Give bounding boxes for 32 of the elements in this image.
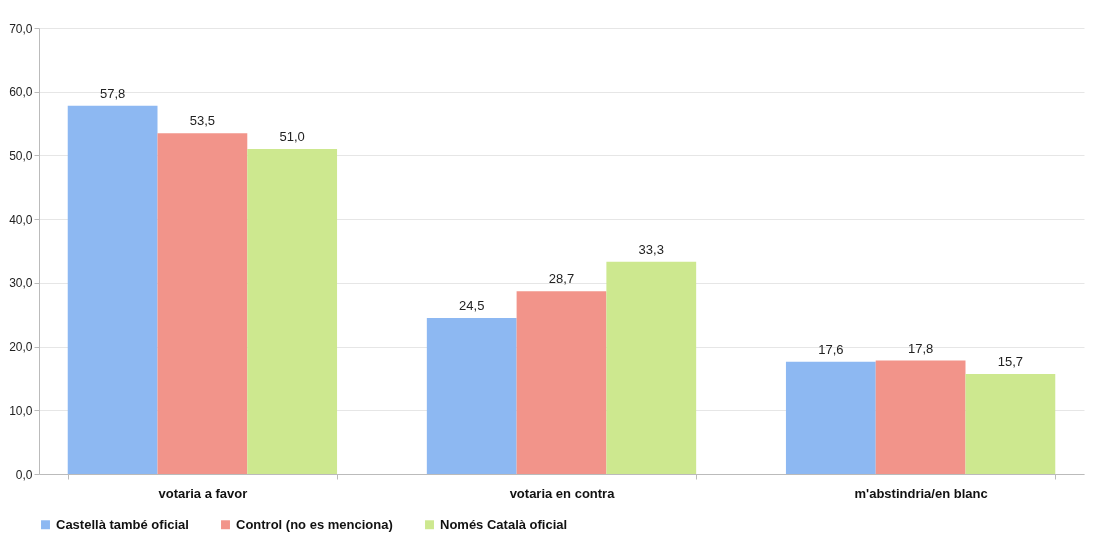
bar [67,105,158,474]
data-label: 24,5 [459,297,485,313]
data-label: 17,8 [907,340,934,356]
bar [516,291,607,474]
data-label: 53,5 [189,113,216,129]
y-tick-label: 30,0 [9,276,33,291]
bar [785,361,876,474]
bar [426,317,517,474]
y-tick-label: 60,0 [9,85,33,100]
bar [247,149,338,474]
legend-label: Castellà també oficial [56,516,189,532]
y-tick-label: 50,0 [9,148,33,163]
bar [606,261,697,474]
y-tick-label: 20,0 [9,340,33,355]
x-tick-label: votaria a favor [158,485,248,501]
y-tick-label: 40,0 [9,212,33,227]
data-label: 28,7 [548,271,575,287]
data-label: 57,8 [99,85,126,101]
legend-label: Només Català oficial [440,516,568,532]
data-label: 33,3 [638,241,664,257]
data-label: 15,7 [997,353,1024,369]
data-label: 51,0 [279,129,305,145]
x-tick-label: m'abstindria/en blanc [854,485,988,501]
bar [157,133,248,474]
bar [965,373,1056,474]
y-tick-label: 70,0 [9,21,33,36]
bar [875,360,966,474]
y-tick-label: 0,0 [15,467,33,482]
x-tick-label: votaria en contra [509,485,616,501]
y-tick-label: 10,0 [9,403,33,418]
legend-label: Control (no es menciona) [236,516,393,532]
data-label: 17,6 [818,341,844,357]
